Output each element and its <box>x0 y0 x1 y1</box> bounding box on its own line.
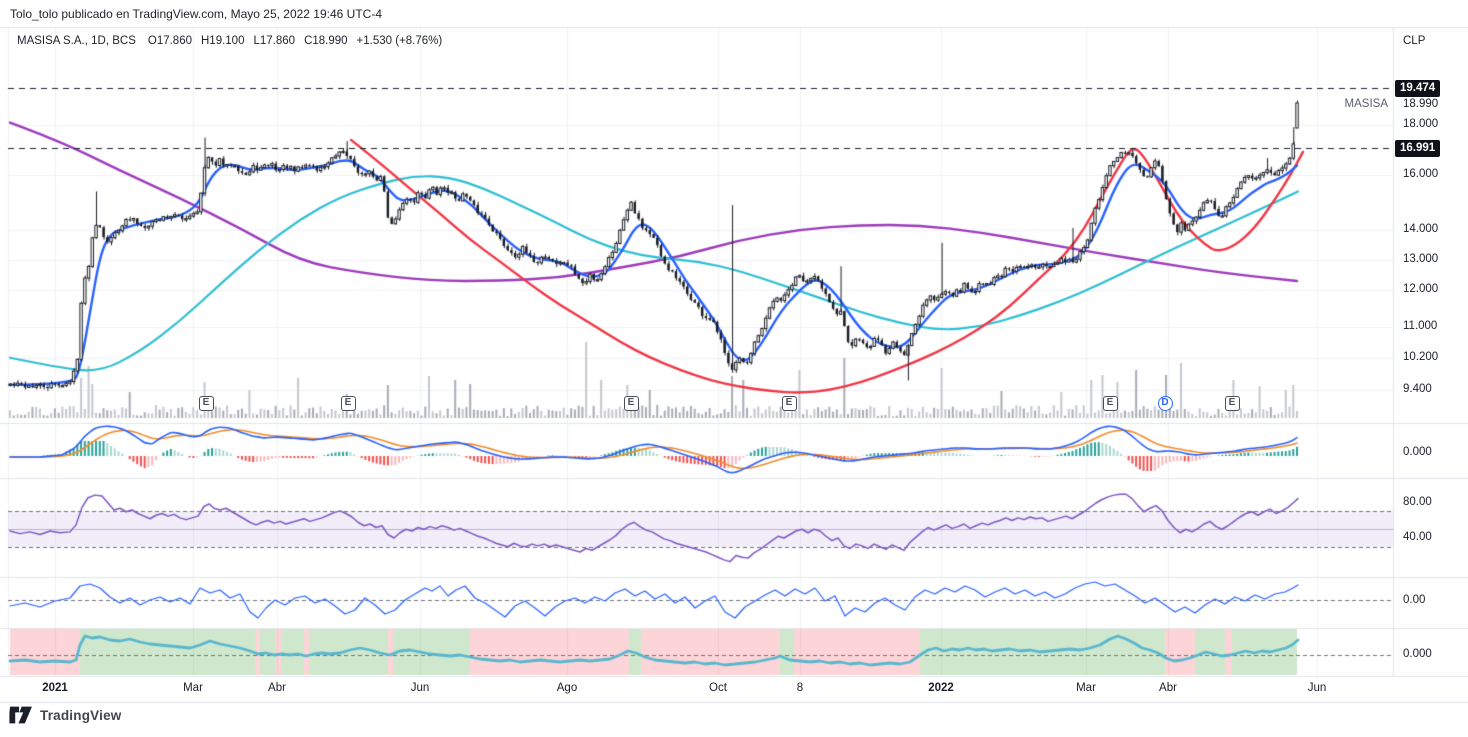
tradingview-footer[interactable]: TradingView <box>9 706 121 724</box>
indicator-axis-label: 0.000 <box>1403 446 1432 458</box>
ohlc-low: L17.860 <box>253 35 296 47</box>
time-axis-label: 2022 <box>928 682 954 694</box>
dividend-marker[interactable]: D <box>1157 396 1173 411</box>
earnings-marker[interactable]: E <box>781 396 797 411</box>
tradingview-logo-icon <box>9 706 32 724</box>
ohlc-close: C18.990 <box>304 35 348 47</box>
price-axis-label: 12.000 <box>1403 283 1439 295</box>
price-level-badge: 16.991 <box>1395 140 1441 157</box>
time-axis-label: Jun <box>1307 682 1327 694</box>
price-axis-label: 9.400 <box>1403 383 1432 395</box>
time-axis-label: Oct <box>709 682 727 694</box>
tradingview-brand-text: TradingView <box>40 707 122 723</box>
price-level-badge: 19.474 <box>1395 80 1441 97</box>
earnings-marker[interactable]: E <box>198 396 214 411</box>
earnings-marker[interactable]: E <box>623 396 639 411</box>
time-axis-label: Mar <box>1076 682 1096 694</box>
time-axis-label: Ago <box>556 682 578 694</box>
price-axis-label: 14.000 <box>1403 223 1439 235</box>
symbol-title[interactable]: MASISA S.A., 1D, BCS <box>17 35 136 47</box>
ohlc-change: +1.530 (+8.76%) <box>356 35 443 47</box>
price-axis-label: 18.000 <box>1403 118 1439 130</box>
ohlc-high: H19.100 <box>201 35 245 47</box>
time-axis-label: Abr <box>1159 682 1177 694</box>
indicator-axis-label: 40.00 <box>1403 531 1432 543</box>
earnings-marker[interactable]: E <box>1102 396 1118 411</box>
ohlc-open: O17.860 <box>147 35 192 47</box>
time-axis-label: 2021 <box>42 682 68 694</box>
currency-label: CLP <box>1403 35 1426 47</box>
time-axis-label: Abr <box>268 682 286 694</box>
time-axis-label: Jun <box>410 682 430 694</box>
earnings-marker[interactable]: E <box>340 396 356 411</box>
price-axis-label: 11.000 <box>1403 320 1438 332</box>
price-axis-label: 10.200 <box>1403 351 1439 363</box>
indicator-axis-label: 80.00 <box>1403 496 1432 508</box>
attribution: Tolo_tolo publicado en TradingView.com, … <box>10 7 383 21</box>
indicator-axis-label: 0.00 <box>1403 594 1426 606</box>
symbol-legend: MASISA S.A., 1D, BCS O17.860 H19.100 L17.86… <box>17 35 451 47</box>
time-axis-label: 8 <box>796 682 804 694</box>
earnings-marker[interactable]: E <box>1224 396 1240 411</box>
time-axis-label: Mar <box>183 682 203 694</box>
price-axis-label: 13.000 <box>1403 253 1439 265</box>
price-axis-label: 16.000 <box>1403 168 1439 180</box>
indicator-axis-label: 0.000 <box>1403 648 1432 660</box>
symbol-watermark: MASISA <box>1344 98 1388 110</box>
price-axis-label: 18.990 <box>1403 98 1439 110</box>
